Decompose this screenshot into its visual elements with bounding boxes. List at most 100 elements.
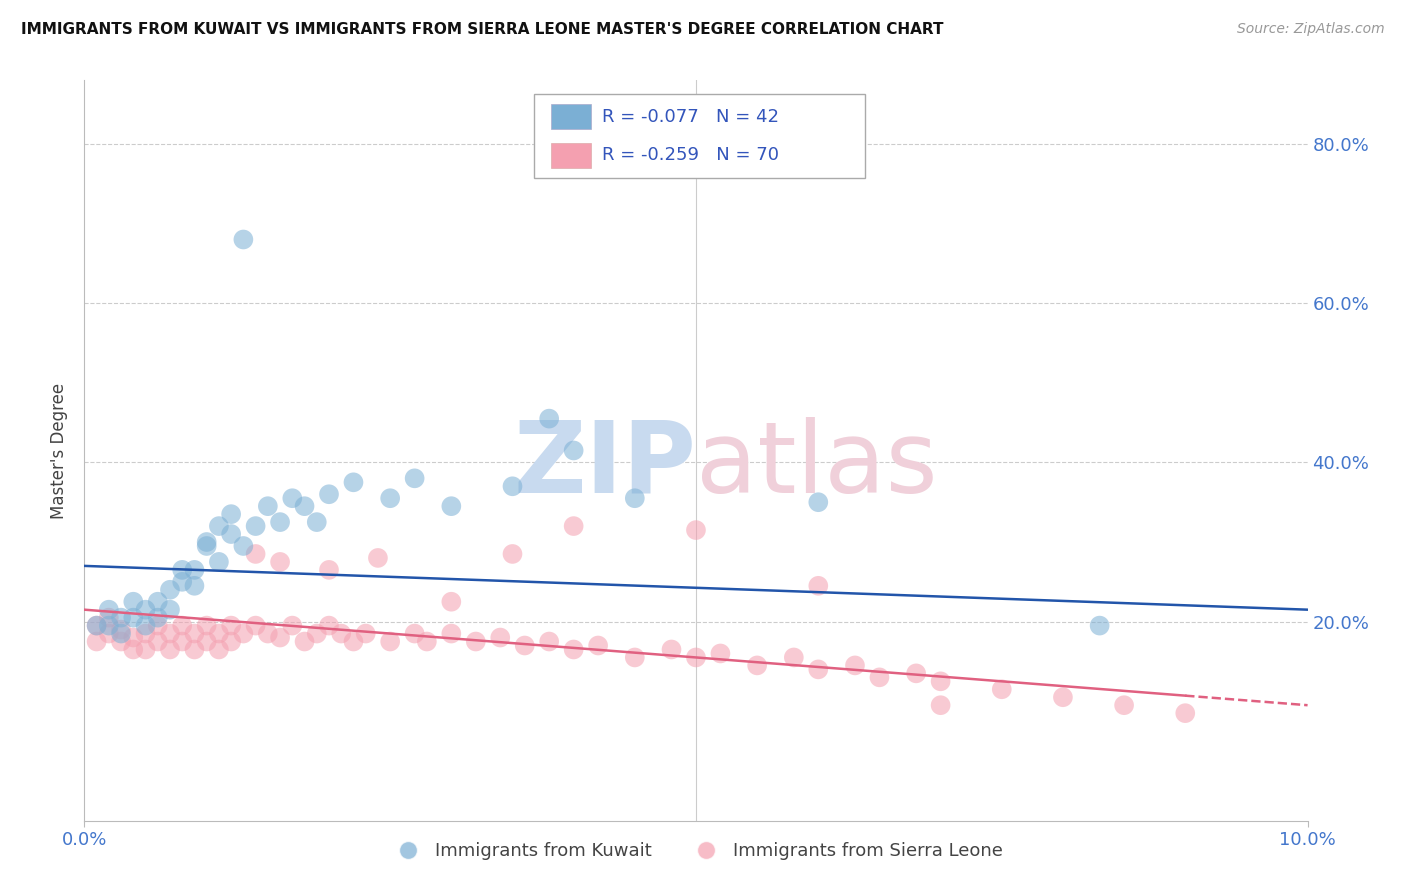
Point (172, 563, 194, 577)
Point (807, 579, 830, 593)
Point (195, 535, 218, 549)
Point (354, 626, 377, 640)
Point (122, 595, 145, 609)
Point (440, 595, 463, 609)
Point (219, 618, 242, 632)
Point (709, 647, 731, 661)
Point (440, 626, 463, 640)
Point (747, 658, 769, 673)
Point (97, 618, 120, 632)
Point (183, 563, 205, 577)
Point (122, 631, 145, 645)
Point (489, 631, 512, 645)
Text: atlas: atlas (696, 417, 938, 514)
Point (1052, 690, 1074, 705)
Point (159, 642, 181, 657)
Point (97, 602, 120, 616)
Point (416, 634, 439, 648)
Point (183, 642, 205, 657)
Point (208, 519, 231, 533)
Text: R = -0.259   N = 70: R = -0.259 N = 70 (602, 146, 779, 164)
Point (807, 662, 830, 676)
Point (219, 507, 242, 521)
Point (110, 610, 132, 624)
Point (305, 626, 328, 640)
Point (342, 475, 364, 490)
Point (232, 626, 254, 640)
Point (661, 642, 683, 657)
Point (146, 595, 169, 609)
Point (404, 471, 426, 485)
Point (562, 519, 585, 533)
Point (146, 618, 169, 632)
Point (281, 618, 304, 632)
Point (195, 618, 218, 632)
Point (183, 579, 205, 593)
Point (219, 527, 242, 541)
Point (440, 499, 463, 513)
Point (245, 547, 267, 561)
Point (219, 634, 242, 648)
Point (232, 232, 254, 246)
Point (624, 650, 647, 665)
Point (869, 670, 891, 684)
Text: IMMIGRANTS FROM KUWAIT VS IMMIGRANTS FROM SIERRA LEONE MASTER'S DEGREE CORRELATI: IMMIGRANTS FROM KUWAIT VS IMMIGRANTS FRO… (21, 22, 943, 37)
Point (685, 650, 707, 665)
Point (318, 618, 340, 632)
Point (538, 634, 561, 648)
Point (562, 642, 585, 657)
Point (538, 411, 561, 425)
Point (172, 618, 194, 632)
Point (844, 658, 866, 673)
Point (195, 539, 218, 553)
Point (86, 634, 108, 648)
Point (502, 547, 524, 561)
Point (97, 626, 120, 640)
Point (257, 626, 280, 640)
Point (208, 642, 231, 657)
Point (159, 582, 181, 597)
Point (245, 519, 267, 533)
Point (86, 618, 108, 632)
Point (172, 634, 194, 648)
Point (208, 626, 231, 640)
Point (294, 634, 316, 648)
Point (380, 491, 402, 506)
Y-axis label: Master's Degree: Master's Degree (51, 383, 69, 518)
Point (172, 574, 194, 589)
Point (929, 674, 952, 689)
Point (269, 515, 291, 529)
Point (135, 642, 157, 657)
Point (269, 631, 291, 645)
Point (342, 634, 364, 648)
Point (807, 495, 830, 509)
Point (305, 515, 328, 529)
Point (1174, 706, 1197, 721)
Point (1114, 698, 1136, 713)
Point (991, 682, 1014, 697)
Point (318, 487, 340, 501)
Point (318, 563, 340, 577)
Point (110, 634, 132, 648)
Point (208, 555, 231, 569)
Point (269, 555, 291, 569)
Point (245, 618, 267, 632)
Point (110, 623, 132, 637)
Point (257, 499, 280, 513)
Point (562, 443, 585, 458)
Point (122, 610, 145, 624)
Point (685, 523, 707, 537)
Point (159, 602, 181, 616)
Point (783, 650, 806, 665)
Point (183, 626, 205, 640)
Point (513, 639, 536, 653)
Point (86, 618, 108, 632)
Point (905, 666, 928, 681)
Point (330, 626, 353, 640)
Point (929, 698, 952, 713)
Point (380, 634, 402, 648)
Point (110, 626, 132, 640)
Point (122, 642, 145, 657)
Text: ZIP: ZIP (513, 417, 696, 514)
Point (232, 539, 254, 553)
